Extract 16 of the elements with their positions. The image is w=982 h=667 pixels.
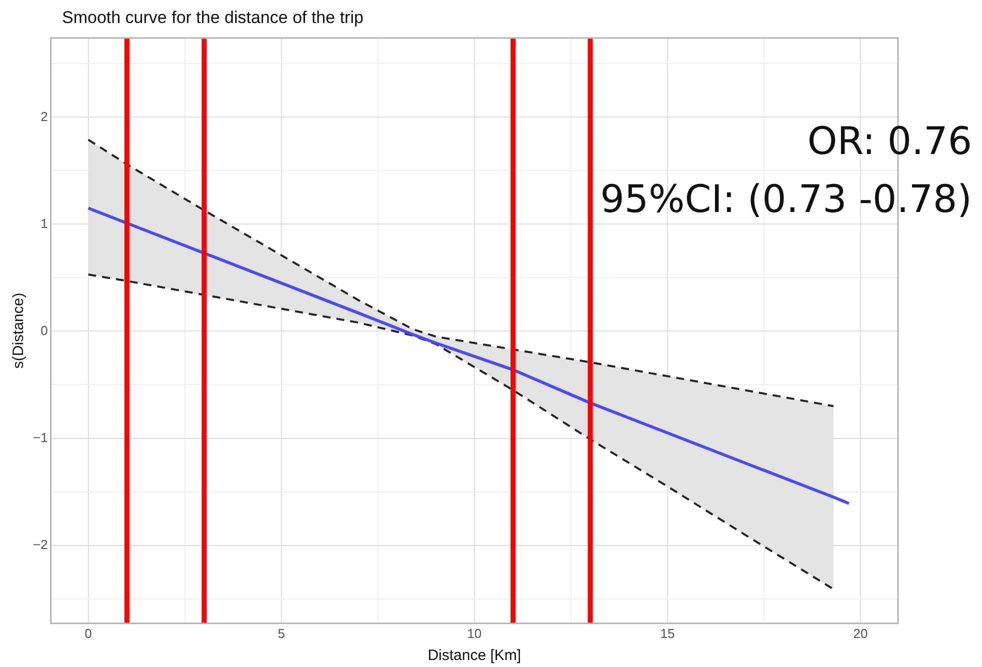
- y-tick-label: 2: [40, 108, 48, 124]
- y-axis-title: s(Distance): [10, 292, 28, 369]
- y-tick-label: 1: [40, 216, 48, 231]
- y-tick-label: −1: [32, 430, 48, 445]
- annotation: OR: 0.76: [806, 118, 972, 165]
- x-tick-label: 10: [467, 626, 482, 641]
- x-tick-label: 0: [84, 626, 92, 641]
- y-tick-label: 0: [40, 322, 48, 338]
- x-tick-label: 15: [660, 626, 675, 641]
- x-tick-label: 20: [853, 626, 868, 641]
- y-tick-label: −2: [32, 536, 48, 552]
- annotation: 95%CI: (0.73 -0.78): [600, 176, 972, 223]
- chart-title: Smooth curve for the distance of the trip: [62, 8, 364, 28]
- line-series: [87, 274, 835, 590]
- x-tick-label: 5: [278, 626, 285, 641]
- x-axis-title: Distance [Km]: [428, 647, 522, 664]
